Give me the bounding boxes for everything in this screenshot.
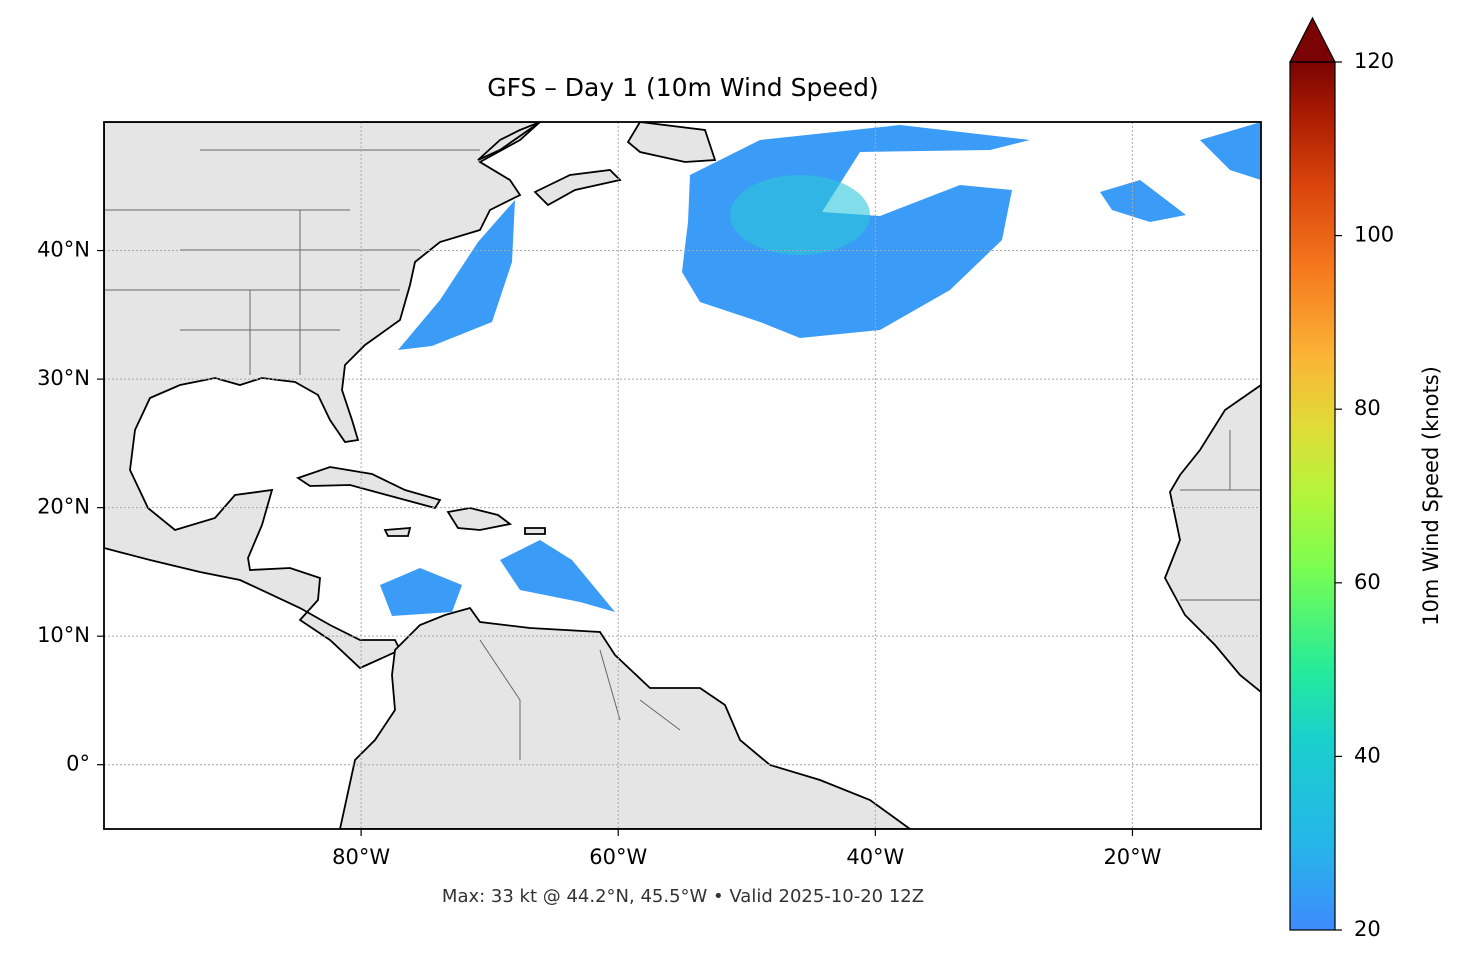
x-tick-label: 40°W	[846, 845, 904, 869]
colorbar-tick-label: 120	[1354, 49, 1394, 73]
canada-east	[626, 122, 717, 163]
cuba	[295, 466, 442, 510]
chart-title: GFS – Day 1 (10m Wind Speed)	[487, 73, 879, 102]
y-tick-label: 20°N	[37, 495, 90, 519]
jamaica	[383, 527, 412, 537]
y-tick-label: 10°N	[37, 623, 90, 647]
nova-scotia	[533, 169, 622, 207]
newfoundland	[477, 122, 541, 161]
wind-field-caribbean-east	[500, 540, 615, 612]
colorbar-tick-label: 80	[1354, 396, 1381, 420]
south-america	[339, 606, 912, 829]
colorbar-tick-label: 20	[1354, 917, 1381, 941]
colorbar-tick-label: 100	[1354, 223, 1394, 247]
wind-field-caribbean-west	[380, 568, 462, 616]
puerto-rico	[524, 527, 546, 535]
map-area	[104, 122, 1261, 829]
wind-field-europe	[1200, 122, 1261, 180]
colorbar-frame	[1289, 61, 1336, 931]
state-borders	[104, 149, 1261, 760]
colorbar-label: 10m Wind Speed (knots)	[1419, 366, 1443, 626]
colorbar-tick-label: 60	[1354, 570, 1381, 594]
grid	[104, 122, 1261, 829]
y-tick-label: 30°N	[37, 366, 90, 390]
y-tick-label: 40°N	[37, 238, 90, 262]
north-america	[104, 122, 542, 670]
africa	[1164, 383, 1261, 694]
wind-core	[730, 175, 870, 255]
annotation: Max: 33 kt @ 44.2°N, 45.5°W • Valid 2025…	[442, 886, 924, 907]
wind-field-us-coast	[398, 200, 515, 350]
x-tick-label: 20°W	[1103, 845, 1161, 869]
map-frame	[103, 121, 1262, 830]
colorbar-tick-label: 40	[1354, 743, 1381, 767]
y-tick-label: 0°	[66, 752, 90, 776]
wind-field-azores	[1100, 180, 1186, 222]
colorbar	[1290, 62, 1335, 930]
x-tick-label: 80°W	[332, 845, 390, 869]
x-tick-label: 60°W	[589, 845, 647, 869]
colorbar-extend	[1289, 16, 1336, 63]
